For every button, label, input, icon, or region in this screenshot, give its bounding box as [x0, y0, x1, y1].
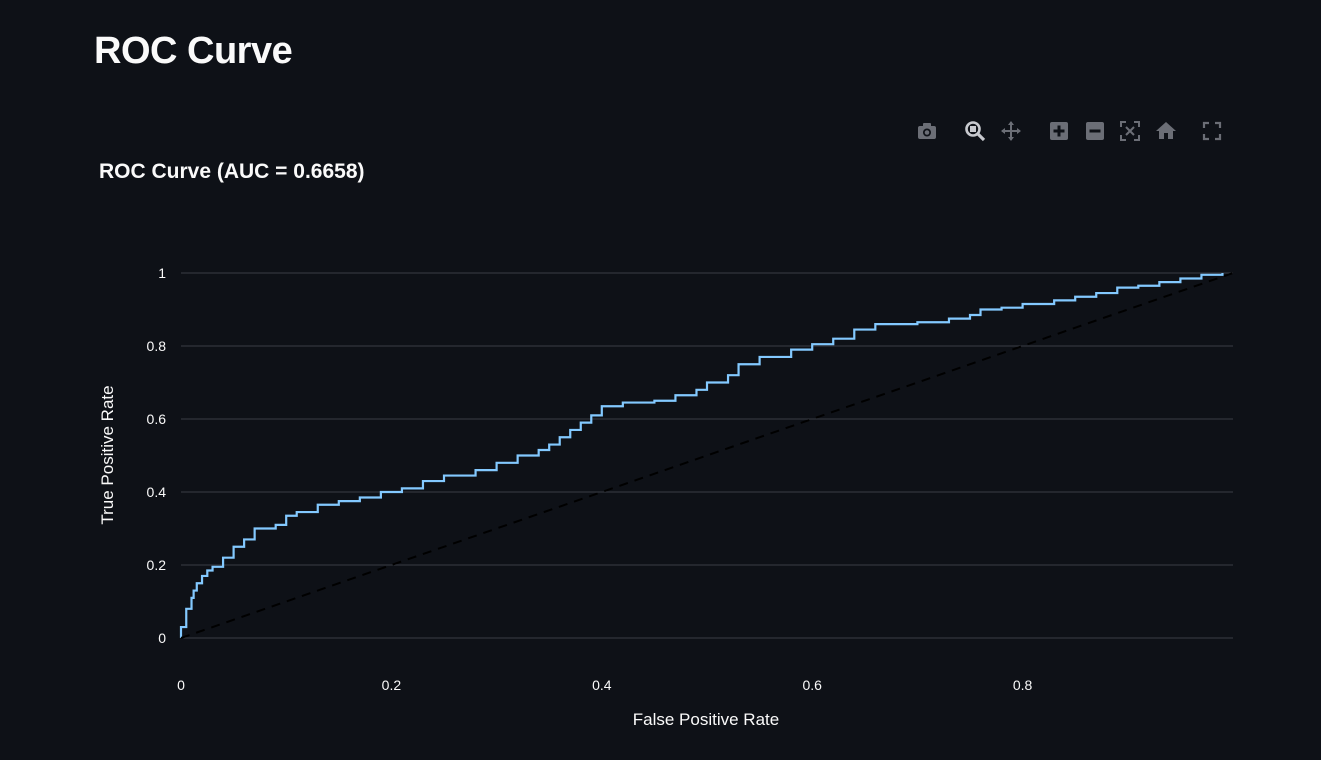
chance-diagonal-line	[180, 272, 1234, 639]
chart-title: ROC Curve (AUC = 0.6658)	[99, 160, 365, 183]
plot-area[interactable]	[179, 272, 1234, 639]
zoom-icon[interactable]	[963, 119, 987, 143]
y-tick-label: 1	[158, 265, 166, 281]
x-axis-ticks: 0 0.2 0.4 0.6 0.8	[177, 677, 1032, 693]
x-tick-label: 0.4	[592, 677, 612, 693]
y-tick-label: 0.4	[147, 484, 167, 500]
x-tick-label: 0	[177, 677, 185, 693]
autoscale-icon[interactable]	[1118, 119, 1142, 143]
x-axis-title: False Positive Rate	[633, 710, 779, 729]
y-tick-label: 0.8	[147, 338, 167, 354]
x-tick-label: 0.8	[1013, 677, 1033, 693]
x-tick-label: 0.2	[382, 677, 402, 693]
chart-modebar	[912, 119, 1232, 143]
y-axis-ticks: 0 0.2 0.4 0.6 0.8 1	[147, 265, 167, 646]
y-tick-label: 0.6	[147, 411, 167, 427]
pan-icon[interactable]	[999, 119, 1023, 143]
y-tick-label: 0	[158, 630, 166, 646]
home-icon[interactable]	[1154, 119, 1178, 143]
zoom-in-icon[interactable]	[1047, 119, 1071, 143]
zoom-out-icon[interactable]	[1083, 119, 1107, 143]
fullscreen-icon[interactable]	[1200, 119, 1224, 143]
camera-icon[interactable]	[915, 119, 939, 143]
x-tick-label: 0.6	[802, 677, 822, 693]
page-title: ROC Curve	[94, 30, 293, 72]
grid-lines	[181, 272, 1233, 639]
y-axis-title: True Positive Rate	[98, 385, 117, 524]
y-tick-label: 0.2	[147, 557, 167, 573]
roc-curve-line[interactable]	[179, 273, 1224, 638]
